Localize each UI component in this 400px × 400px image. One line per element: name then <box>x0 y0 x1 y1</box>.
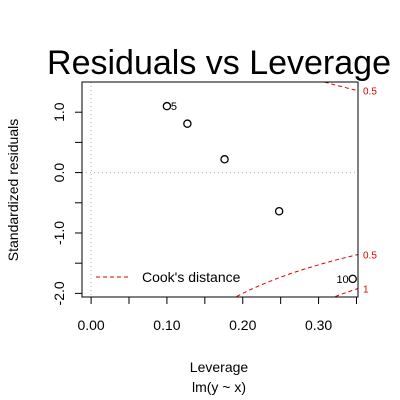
data-point <box>220 155 229 164</box>
data-point <box>274 206 284 216</box>
legend-cook-label: Cook's distance <box>142 269 241 285</box>
y-tick-label: -1.0 <box>51 221 67 245</box>
x-axis-label: Leverage <box>190 359 249 375</box>
data-point <box>348 274 357 284</box>
x-tick-label: 0.00 <box>77 317 104 333</box>
cook-contour-line <box>236 254 359 297</box>
y-axis-label: Standardized residuals <box>5 119 21 261</box>
point-label: 5 <box>171 101 177 113</box>
y-tick-label: 0.0 <box>51 163 67 183</box>
x-tick-label: 0.30 <box>305 317 332 333</box>
x-tick-label: 0.20 <box>229 317 256 333</box>
cook-contour-line <box>324 81 359 92</box>
point-label: 10 <box>336 274 348 286</box>
cook-contour-label: 0.5 <box>363 87 377 98</box>
x-tick-label: 0.10 <box>153 317 180 333</box>
chart-title: Residuals vs Leverage <box>47 44 391 82</box>
data-points <box>162 101 357 284</box>
cook-contour-line <box>335 288 359 297</box>
legend: Cook's distance <box>96 269 241 285</box>
cook-contour-label: 1 <box>363 284 369 295</box>
plot-frame <box>81 81 359 298</box>
y-axis-ticks: -2.0 -1.0 0.0 1.0 <box>51 102 82 305</box>
data-point <box>162 101 172 111</box>
data-point <box>183 119 192 128</box>
cooks-distance-contours <box>236 81 359 297</box>
y-tick-label: -2.0 <box>51 281 67 305</box>
y-tick-label: 1.0 <box>51 102 67 122</box>
point-labels: 5 10 <box>171 101 349 286</box>
model-formula: lm(y ~ x) <box>192 379 246 395</box>
cooks-distance-labels: 0.5 0.5 1 <box>363 87 377 296</box>
x-axis-ticks: 0.00 0.10 0.20 0.30 <box>77 297 357 333</box>
cook-contour-label: 0.5 <box>363 251 377 262</box>
